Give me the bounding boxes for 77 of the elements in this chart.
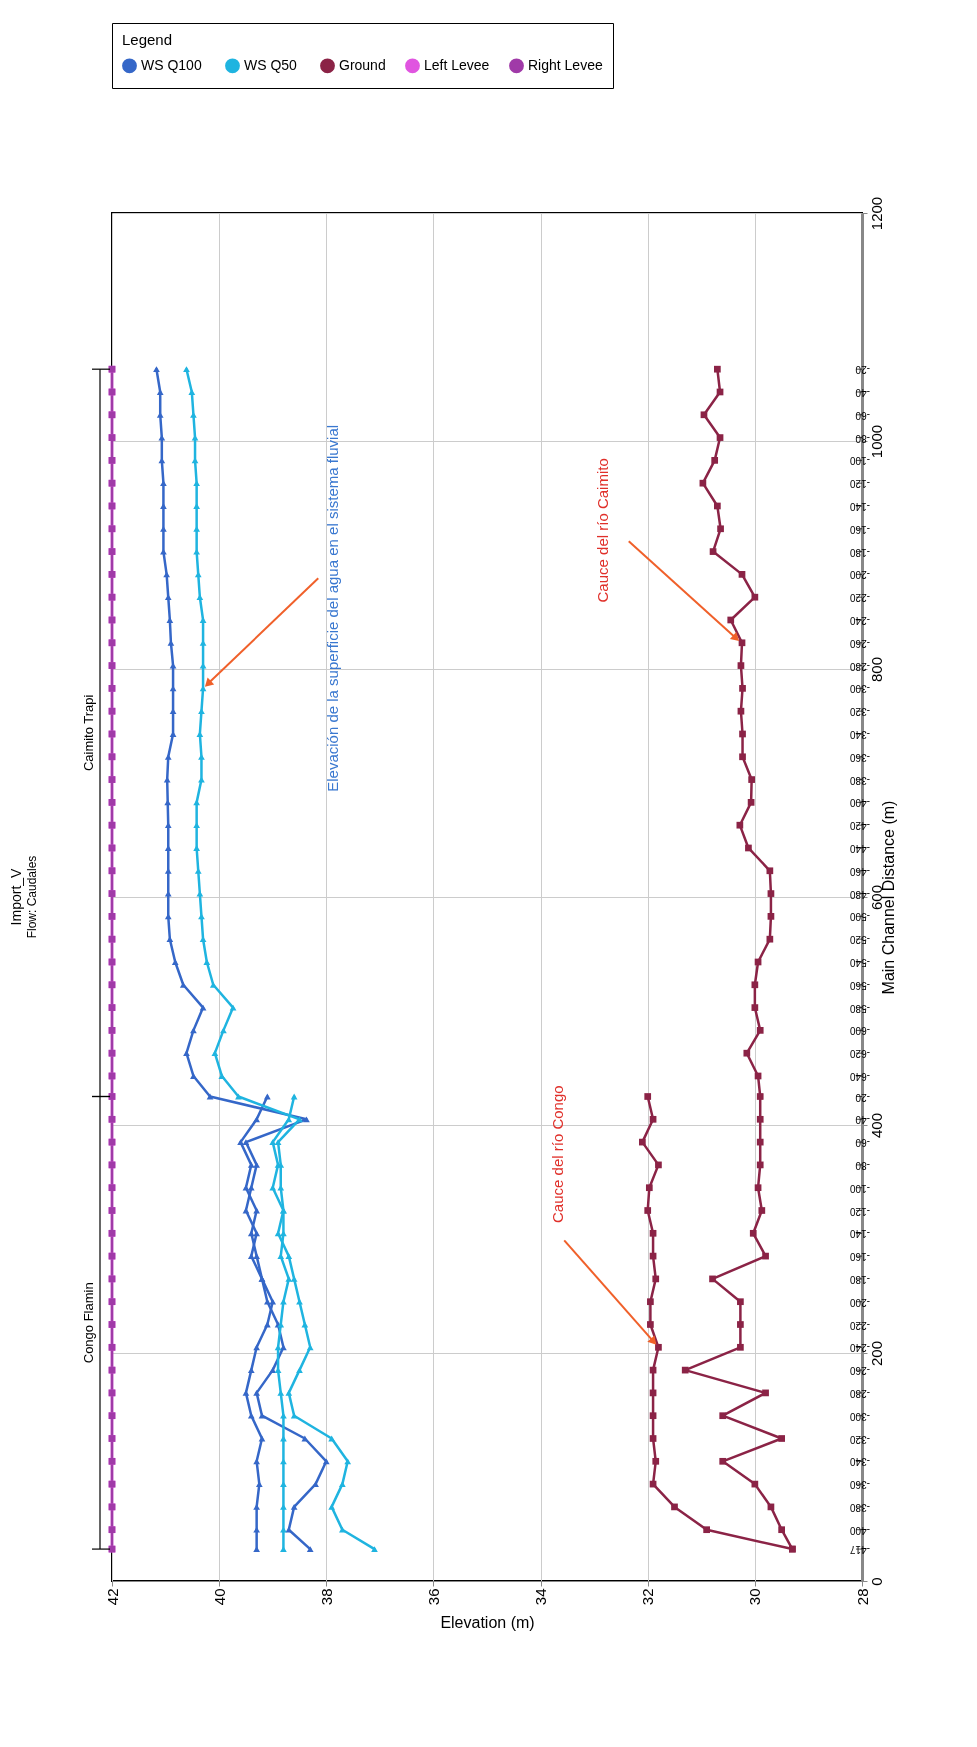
annotation: -360	[849, 1479, 870, 1491]
text: Import_V	[8, 867, 24, 926]
annotation: -260	[849, 1365, 870, 1377]
annotation: -280	[849, 1387, 870, 1399]
annotation: -100	[849, 455, 870, 467]
annotation: Cauce del río Congo	[548, 1085, 566, 1223]
annotation: -340	[849, 728, 870, 740]
annotation: -400	[849, 1524, 870, 1536]
annotation: -160	[849, 1251, 870, 1263]
legend-label: WS Q50	[244, 56, 298, 73]
annotation: -40	[855, 1114, 870, 1126]
annotation: -160	[849, 523, 870, 535]
annotation: -240	[849, 1342, 870, 1354]
x-tick-label: 30	[746, 1588, 764, 1606]
annotation: -140	[849, 500, 870, 512]
x-axis-title: Elevation (m)	[440, 1614, 535, 1632]
annotation: -20	[855, 364, 870, 376]
annotation: -417	[849, 1544, 870, 1556]
annotation: -40	[855, 386, 870, 398]
annotation: -540	[849, 956, 870, 968]
annotation: -80	[855, 1159, 870, 1171]
annotation: -280	[849, 660, 870, 672]
annotation: -80	[855, 432, 870, 444]
annotation: -600	[849, 1025, 870, 1037]
annotation: -500	[849, 911, 870, 923]
legend-label: Left Levee	[424, 56, 490, 73]
annotation: -240	[849, 614, 870, 626]
annotation: -220	[849, 1319, 870, 1331]
annotation: -200	[849, 569, 870, 581]
annotation: -260	[849, 637, 870, 649]
y-tick-label: 0	[867, 1577, 885, 1586]
annotation: -620	[849, 1048, 870, 1060]
x-tick-label: 28	[853, 1588, 871, 1606]
x-tick-label: 32	[639, 1588, 657, 1606]
legend-label: Ground	[339, 56, 386, 73]
legend-label: Right Levee	[528, 56, 603, 73]
annotation: -460	[849, 865, 870, 877]
annotation: -480	[849, 888, 870, 900]
annotation: -360	[849, 751, 870, 763]
annotation: -580	[849, 1002, 870, 1014]
annotation: -180	[849, 546, 870, 558]
x-tick-label: 42	[103, 1588, 121, 1606]
x-tick-label: 40	[210, 1588, 228, 1606]
legend-title: Legend	[122, 31, 173, 48]
annotation: -340	[849, 1456, 870, 1468]
annotation: -520	[849, 934, 870, 946]
annotation: -380	[849, 774, 870, 786]
annotation: -320	[849, 706, 870, 718]
annotation: -60	[855, 1137, 870, 1149]
annotation: -120	[849, 1205, 870, 1217]
annotation: -180	[849, 1273, 870, 1285]
text: Flow: Caudales	[25, 855, 39, 939]
annotation: -100	[849, 1182, 870, 1194]
annotation: -380	[849, 1501, 870, 1513]
x-tick-label: 38	[317, 1588, 335, 1606]
annotation: Cauce del río Caimito	[593, 458, 611, 603]
annotation: -220	[849, 592, 870, 604]
text: Congo Flamin	[81, 1282, 96, 1364]
annotation: -320	[849, 1433, 870, 1445]
annotation: -20	[855, 1091, 870, 1103]
annotation: -300	[849, 683, 870, 695]
annotation: -420	[849, 820, 870, 832]
legend-label: WS Q100	[141, 56, 202, 73]
text: Caimito Trapi	[81, 694, 96, 772]
annotation: -640	[849, 1070, 870, 1082]
annotation: -400	[849, 797, 870, 809]
annotation: Elevación de la superficie del agua en el sistema fluvial	[323, 424, 341, 792]
x-tick-label: 34	[532, 1588, 550, 1606]
annotation: -440	[849, 842, 870, 854]
annotation: -140	[849, 1228, 870, 1240]
annotation: -60	[855, 409, 870, 421]
y-tick-label: 1200	[867, 196, 885, 231]
annotation: -200	[849, 1296, 870, 1308]
annotation: -560	[849, 979, 870, 991]
x-tick-label: 36	[424, 1588, 442, 1606]
annotation: -120	[849, 478, 870, 490]
annotation: -300	[849, 1410, 870, 1422]
